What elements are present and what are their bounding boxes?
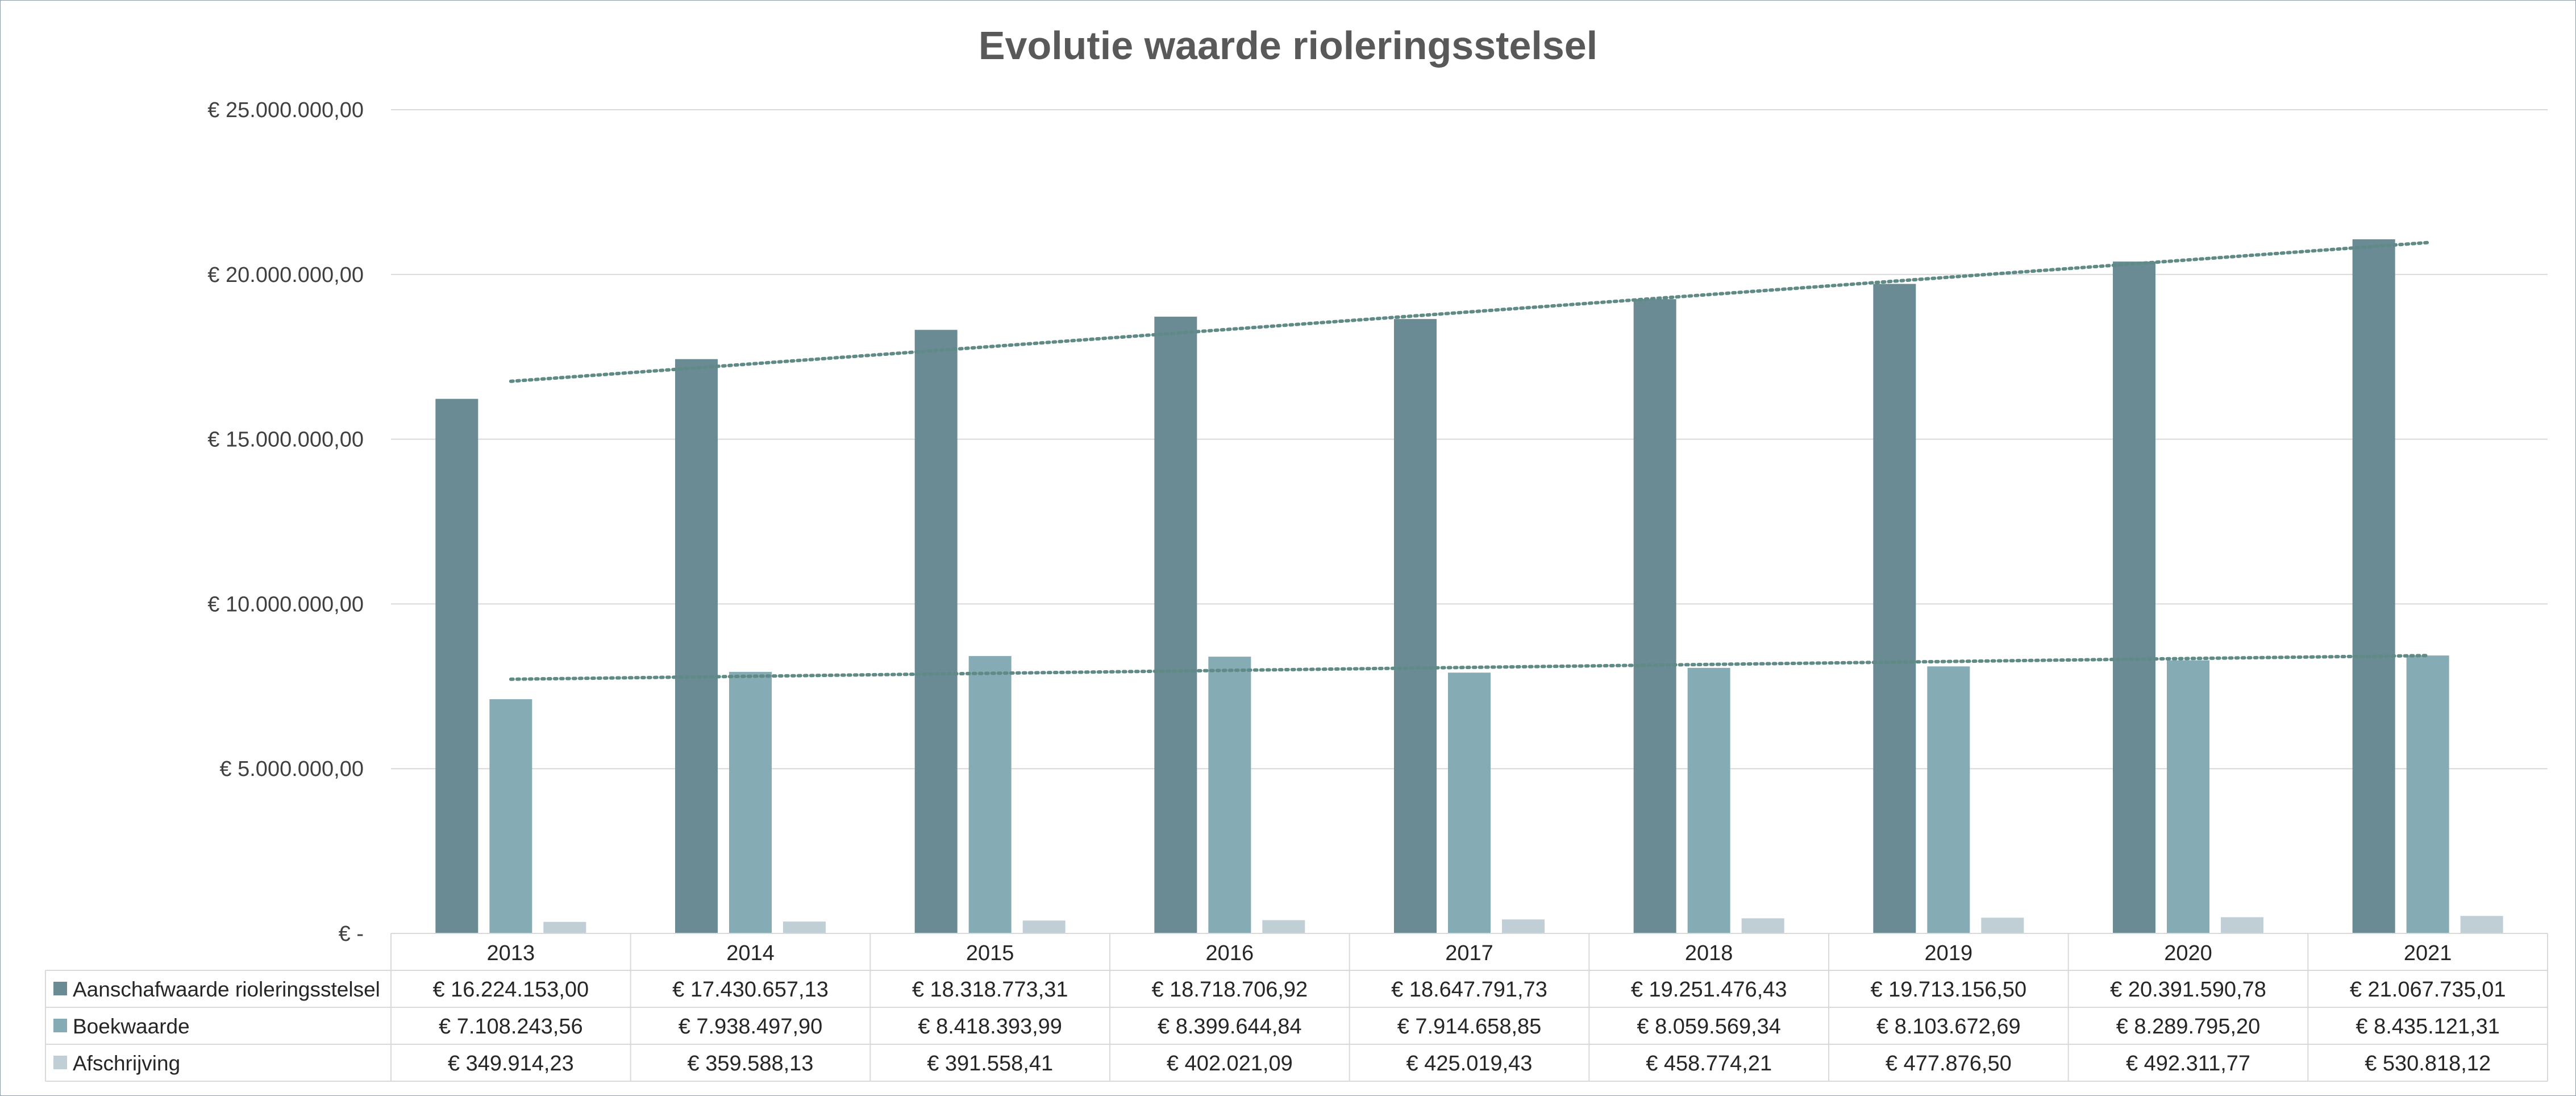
bar-3-2020 bbox=[2221, 917, 2263, 933]
data-label-2-2015: € 8.418.393,99 bbox=[918, 1015, 1062, 1039]
bar-1-2016 bbox=[1154, 317, 1197, 933]
x-tick-label: 2021 bbox=[2404, 941, 2452, 965]
data-label-3-2016: € 402.021,09 bbox=[1167, 1052, 1293, 1076]
data-label-1-2016: € 18.718.706,92 bbox=[1151, 978, 1308, 1002]
bar-3-2019 bbox=[1981, 918, 2024, 933]
bar-2-2017 bbox=[1448, 672, 1491, 933]
bar-1-2018 bbox=[1633, 299, 1676, 933]
bar-1-2013 bbox=[435, 398, 478, 933]
data-label-2-2014: € 7.938.497,90 bbox=[679, 1015, 823, 1039]
bar-2-2020 bbox=[2167, 660, 2209, 933]
data-label-3-2013: € 349.914,23 bbox=[448, 1052, 574, 1076]
y-tick-label: € 25.000.000,00 bbox=[207, 98, 364, 122]
bar-2-2021 bbox=[2406, 655, 2449, 933]
data-label-1-2021: € 21.067.735,01 bbox=[2350, 978, 2506, 1002]
data-label-1-2013: € 16.224.153,00 bbox=[432, 978, 589, 1002]
y-tick-label: € 5.000.000,00 bbox=[219, 757, 364, 781]
data-label-1-2015: € 18.318.773,31 bbox=[912, 978, 1068, 1002]
x-tick-label: 2019 bbox=[1925, 941, 1973, 965]
data-label-1-2018: € 19.251.476,43 bbox=[1631, 978, 1787, 1002]
data-label-3-2020: € 492.311,77 bbox=[2126, 1052, 2250, 1076]
x-tick-label: 2014 bbox=[726, 941, 775, 965]
bar-3-2018 bbox=[1741, 918, 1784, 933]
bar-3-2021 bbox=[2460, 916, 2503, 933]
legend-label-1: Aanschafwaarde rioleringsstelsel bbox=[73, 978, 380, 1001]
bar-3-2013 bbox=[543, 921, 586, 933]
data-label-1-2020: € 20.391.590,78 bbox=[2110, 978, 2266, 1002]
trendline-2 bbox=[509, 654, 2430, 681]
legend-label-3: Afschrijving bbox=[73, 1052, 180, 1075]
bar-2-2014 bbox=[729, 671, 772, 933]
legend-label-2: Boekwaarde bbox=[73, 1015, 190, 1038]
y-tick-label: € - bbox=[339, 922, 364, 946]
x-tick-label: 2016 bbox=[1206, 941, 1254, 965]
chart-title: Evolutie waarde rioleringsstelsel bbox=[978, 23, 1598, 68]
bar-2-2018 bbox=[1687, 667, 1730, 933]
bar-3-2014 bbox=[783, 921, 826, 933]
x-tick-label: 2013 bbox=[487, 941, 535, 965]
data-label-2-2019: € 8.103.672,69 bbox=[1876, 1015, 2021, 1039]
bar-2-2013 bbox=[489, 699, 532, 933]
bar-1-2019 bbox=[1873, 284, 1916, 934]
bar-1-2015 bbox=[914, 330, 958, 933]
data-label-3-2014: € 359.588,13 bbox=[688, 1052, 814, 1076]
data-label-1-2017: € 18.647.791,73 bbox=[1391, 978, 1547, 1002]
bar-2-2019 bbox=[1927, 666, 1970, 933]
data-label-2-2018: € 8.059.569,34 bbox=[1637, 1015, 1781, 1039]
x-tick-label: 2015 bbox=[966, 941, 1014, 965]
y-tick-label: € 20.000.000,00 bbox=[207, 263, 364, 287]
bar-2-2015 bbox=[968, 656, 1012, 933]
data-label-2-2016: € 8.399.644,84 bbox=[1158, 1015, 1302, 1039]
data-label-1-2019: € 19.713.156,50 bbox=[1870, 978, 2026, 1002]
data-label-3-2021: € 530.818,12 bbox=[2365, 1052, 2491, 1076]
legend-swatch-3 bbox=[53, 1056, 67, 1069]
data-label-3-2018: € 458.774,21 bbox=[1646, 1052, 1772, 1076]
bar-1-2021 bbox=[2352, 239, 2395, 934]
data-label-2-2021: € 8.435.121,31 bbox=[2356, 1015, 2500, 1039]
data-label-2-2013: € 7.108.243,56 bbox=[439, 1015, 583, 1039]
bar-1-2014 bbox=[675, 359, 718, 933]
data-label-3-2015: € 391.558,41 bbox=[927, 1052, 1053, 1076]
trendline-1 bbox=[509, 240, 2430, 383]
x-tick-label: 2017 bbox=[1445, 941, 1493, 965]
bar-1-2017 bbox=[1394, 319, 1437, 933]
y-tick-label: € 10.000.000,00 bbox=[207, 592, 364, 616]
data-label-2-2017: € 7.914.658,85 bbox=[1397, 1015, 1542, 1039]
data-label-3-2017: € 425.019,43 bbox=[1406, 1052, 1533, 1076]
bar-1-2020 bbox=[2113, 261, 2155, 933]
x-tick-label: 2018 bbox=[1685, 941, 1733, 965]
data-label-1-2014: € 17.430.657,13 bbox=[672, 978, 829, 1002]
y-tick-label: € 15.000.000,00 bbox=[207, 428, 364, 452]
bar-2-2016 bbox=[1208, 657, 1251, 933]
bar-3-2017 bbox=[1502, 919, 1545, 933]
data-label-2-2020: € 8.289.795,20 bbox=[2116, 1015, 2261, 1039]
x-tick-label: 2020 bbox=[2164, 941, 2212, 965]
bar-3-2015 bbox=[1022, 920, 1066, 933]
data-label-3-2019: € 477.876,50 bbox=[1886, 1052, 2012, 1076]
legend-swatch-2 bbox=[53, 1019, 67, 1032]
bar-3-2016 bbox=[1262, 920, 1305, 933]
legend-swatch-1 bbox=[53, 982, 67, 995]
